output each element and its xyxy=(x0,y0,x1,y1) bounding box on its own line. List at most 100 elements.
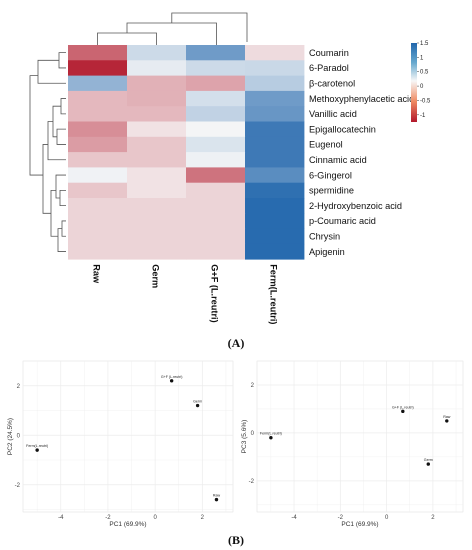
data-point xyxy=(35,448,39,452)
heatmap-cell xyxy=(127,75,187,92)
column-label: Ferm(L.reutri) xyxy=(269,264,279,324)
heatmap-cell xyxy=(186,198,246,214)
x-tick-label: 2 xyxy=(431,515,435,521)
row-label: 2-Hydroxybenzoic acid xyxy=(309,201,402,211)
data-point xyxy=(426,462,430,466)
row-labels: Coumarin 6-Paradol β-carotenol Methoxypheny… xyxy=(309,48,414,257)
row-label: Cinnamic acid xyxy=(309,155,367,165)
legend-tick-label: -1 xyxy=(420,113,426,119)
x-tick-label: -2 xyxy=(105,515,111,521)
heatmap-cell xyxy=(68,213,128,229)
heatmap-cell xyxy=(245,152,305,168)
heatmap-cell xyxy=(68,75,128,92)
heatmap-cell xyxy=(127,45,187,61)
x-tick-label: -4 xyxy=(58,515,64,521)
y-axis-label: PC3 (5.6%) xyxy=(241,420,248,454)
dendrogram-branch xyxy=(61,220,66,237)
x-tick-label: 0 xyxy=(385,515,389,521)
y-axis-label: PC2 (24.5%) xyxy=(7,418,14,455)
heatmap-cell xyxy=(68,167,128,184)
heatmap-cell xyxy=(68,60,128,76)
plot-area xyxy=(22,360,234,513)
x-tick-label: -2 xyxy=(338,515,344,521)
heatmap-cell xyxy=(186,45,246,61)
heatmap-cell xyxy=(245,60,305,76)
point-label: Germ xyxy=(424,458,433,462)
heatmap-cell xyxy=(186,90,246,107)
heatmap-cell xyxy=(245,228,305,245)
color-legend-bar xyxy=(411,43,417,122)
heatmap-cell xyxy=(68,198,128,214)
row-dendrogram xyxy=(29,52,66,252)
legend-tick-label: 0 xyxy=(420,84,424,90)
row-label: Epigallocatechin xyxy=(309,124,376,134)
row-label: 6-Paradol xyxy=(309,63,349,73)
heatmap-cell xyxy=(186,75,246,92)
heatmap-cell xyxy=(245,106,305,122)
color-legend: 1.5 1 0.5 0 -0.5 -1 xyxy=(411,41,431,122)
row-label: Methoxyphenylacetic acid xyxy=(309,94,414,104)
heatmap-cell xyxy=(68,182,128,199)
dendrogram-branch xyxy=(56,128,66,145)
row-label: Coumarin xyxy=(309,48,349,58)
heatmap-cell xyxy=(68,243,128,260)
x-tick-label: -4 xyxy=(291,515,297,521)
heatmap-cell xyxy=(186,152,246,168)
point-label: Germ xyxy=(193,400,202,404)
point-label: Raw xyxy=(443,415,451,419)
heatmap-cell xyxy=(186,167,246,184)
x-tick-label: 0 xyxy=(153,515,157,521)
data-point xyxy=(269,435,273,440)
heatmap-cell xyxy=(68,152,128,168)
row-label: Apigenin xyxy=(309,247,345,257)
y-tick-label: 0 xyxy=(251,431,255,437)
y-tick-label: -2 xyxy=(249,479,255,485)
heatmap-cell xyxy=(186,182,246,199)
panel-label-a: (A) xyxy=(228,336,245,350)
column-label: Germ xyxy=(151,264,161,288)
dendrogram-branch xyxy=(55,174,66,199)
column-label: Raw xyxy=(92,264,102,284)
y-tick-label: 2 xyxy=(251,383,255,389)
heatmap-cell xyxy=(186,228,246,245)
plot-area xyxy=(256,360,464,513)
heatmap-panel: Coumarin 6-Paradol β-carotenol Methoxypheny… xyxy=(29,12,431,324)
point-label: Raw xyxy=(213,494,221,498)
dendrogram-branch xyxy=(60,98,66,115)
heatmap-cell xyxy=(68,228,128,245)
data-point xyxy=(401,409,405,414)
heatmap-cell xyxy=(186,243,246,260)
dendrogram-branch xyxy=(37,59,66,84)
heatmap-cell xyxy=(245,198,305,214)
heatmap-cell xyxy=(127,60,187,76)
heatmap-cell xyxy=(68,106,128,122)
data-point xyxy=(195,403,200,408)
heatmap-cell xyxy=(68,45,128,61)
heatmap-cell xyxy=(245,75,305,92)
heatmap-cell xyxy=(127,182,187,199)
panel-label-b: (B) xyxy=(228,533,244,547)
legend-tick-label: 1.5 xyxy=(420,41,429,47)
dendrogram-branch xyxy=(50,189,58,237)
heatmap-cell xyxy=(245,243,305,260)
data-point xyxy=(445,419,449,423)
heatmap-cell xyxy=(127,243,187,260)
dendrogram-branch xyxy=(47,121,66,161)
heatmap-cell xyxy=(127,106,187,122)
heatmap-cell xyxy=(245,182,305,199)
heatmap-cell xyxy=(127,136,187,153)
heatmap-cell xyxy=(68,136,128,153)
heatmap-cell xyxy=(127,167,187,184)
heatmap-cell xyxy=(186,213,246,229)
data-point xyxy=(169,379,174,383)
heatmap-cell xyxy=(245,136,305,153)
heatmap-cell xyxy=(127,228,187,245)
x-axis-label: PC1 (69.9%) xyxy=(109,521,146,528)
heatmap-cell xyxy=(245,167,305,184)
dendrogram-branch xyxy=(59,189,66,207)
heatmap-cells xyxy=(68,45,305,260)
legend-tick-label: 0.5 xyxy=(420,70,429,76)
point-label: G+F (L.reutri) xyxy=(392,405,414,409)
